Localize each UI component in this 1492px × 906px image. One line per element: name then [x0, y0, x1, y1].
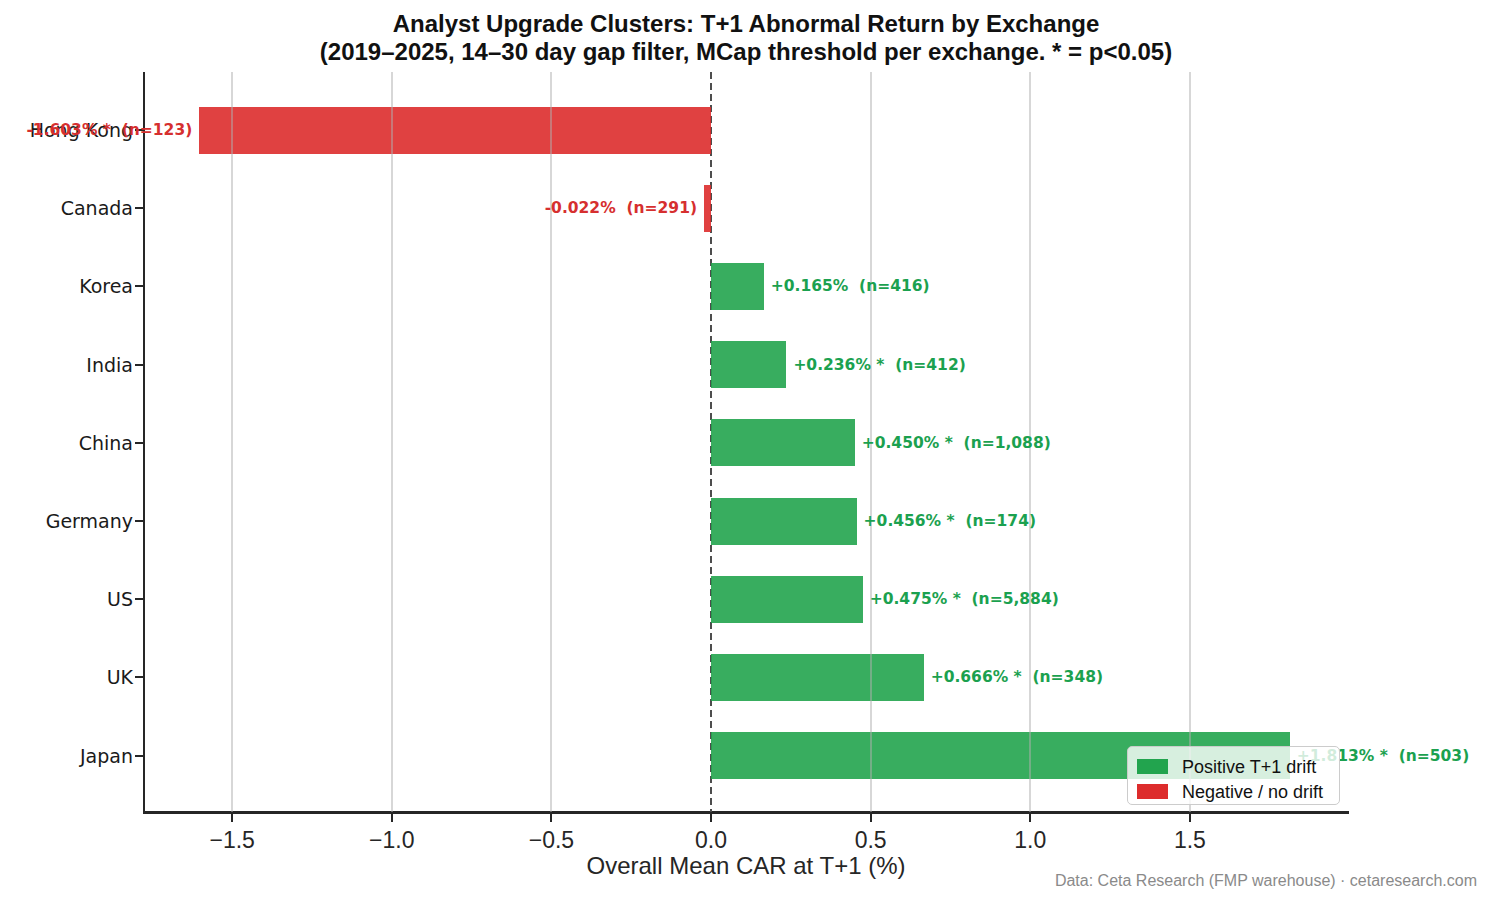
- category-label-us: US: [0, 587, 133, 611]
- bar-hong-kong: [199, 107, 711, 154]
- x-tick-mark: [231, 814, 233, 822]
- bar-uk: [711, 654, 924, 701]
- value-label-hong-kong: -1.603% * (n=123): [26, 120, 192, 140]
- category-label-germany: Germany: [0, 509, 133, 533]
- y-tick-mark: [135, 442, 143, 444]
- gridline: [391, 72, 393, 812]
- bar-us: [711, 576, 863, 623]
- chart-title: Analyst Upgrade Clusters: T+1 Abnormal R…: [0, 10, 1492, 66]
- y-tick-mark: [135, 285, 143, 287]
- legend-label-negative: Negative / no drift: [1182, 782, 1323, 802]
- x-axis-spine: [143, 811, 1349, 814]
- y-tick-mark: [135, 598, 143, 600]
- value-label-china: +0.450% * (n=1,088): [862, 433, 1051, 453]
- y-tick-mark: [135, 520, 143, 522]
- value-label-india: +0.236% * (n=412): [793, 355, 965, 375]
- value-label-us: +0.475% * (n=5,884): [870, 589, 1059, 609]
- y-axis-spine: [143, 72, 145, 812]
- x-tick-label: 0.5: [826, 828, 916, 852]
- bar-germany: [711, 498, 857, 545]
- chart-figure: Analyst Upgrade Clusters: T+1 Abnormal R…: [0, 0, 1492, 906]
- value-label-korea: +0.165% (n=416): [771, 276, 930, 296]
- y-tick-mark: [135, 364, 143, 366]
- legend-swatch-positive-icon: [1137, 759, 1168, 774]
- x-tick-mark: [1029, 814, 1031, 822]
- bar-india: [711, 341, 786, 388]
- value-label-uk: +0.666% * (n=348): [931, 667, 1103, 687]
- category-label-korea: Korea: [0, 274, 133, 298]
- x-tick-mark: [550, 814, 552, 822]
- value-label-germany: +0.456% * (n=174): [864, 511, 1036, 531]
- y-tick-mark: [135, 676, 143, 678]
- legend-item-positive: Positive T+1 drift: [1137, 754, 1330, 779]
- y-tick-mark: [135, 755, 143, 757]
- x-tick-label: 1.5: [1145, 828, 1235, 852]
- legend-swatch-negative-icon: [1137, 784, 1168, 799]
- x-tick-label: −1.5: [187, 828, 277, 852]
- chart-title-line1: Analyst Upgrade Clusters: T+1 Abnormal R…: [0, 10, 1492, 38]
- x-tick-label: −1.0: [347, 828, 437, 852]
- data-source-credit: Data: Ceta Research (FMP warehouse) · ce…: [1055, 872, 1477, 890]
- category-label-uk: UK: [0, 665, 133, 689]
- value-label-canada: -0.022% (n=291): [545, 198, 697, 218]
- gridline: [1189, 72, 1191, 812]
- chart-title-line2: (2019–2025, 14–30 day gap filter, MCap t…: [0, 38, 1492, 66]
- x-tick-mark: [710, 814, 712, 822]
- x-tick-mark: [1189, 814, 1191, 822]
- x-tick-label: 1.0: [985, 828, 1075, 852]
- bar-china: [711, 419, 855, 466]
- category-label-india: India: [0, 353, 133, 377]
- bar-canada: [704, 185, 711, 232]
- legend: Positive T+1 drift Negative / no drift: [1127, 746, 1340, 805]
- legend-label-positive: Positive T+1 drift: [1182, 757, 1316, 777]
- gridline: [550, 72, 552, 812]
- x-tick-mark: [391, 814, 393, 822]
- bar-korea: [711, 263, 764, 310]
- y-tick-mark: [135, 207, 143, 209]
- legend-item-negative: Negative / no drift: [1137, 779, 1330, 804]
- category-label-japan: Japan: [0, 744, 133, 768]
- category-label-canada: Canada: [0, 196, 133, 220]
- category-label-china: China: [0, 431, 133, 455]
- x-tick-label: 0.0: [666, 828, 756, 852]
- gridline: [231, 72, 233, 812]
- x-tick-mark: [870, 814, 872, 822]
- x-tick-label: −0.5: [506, 828, 596, 852]
